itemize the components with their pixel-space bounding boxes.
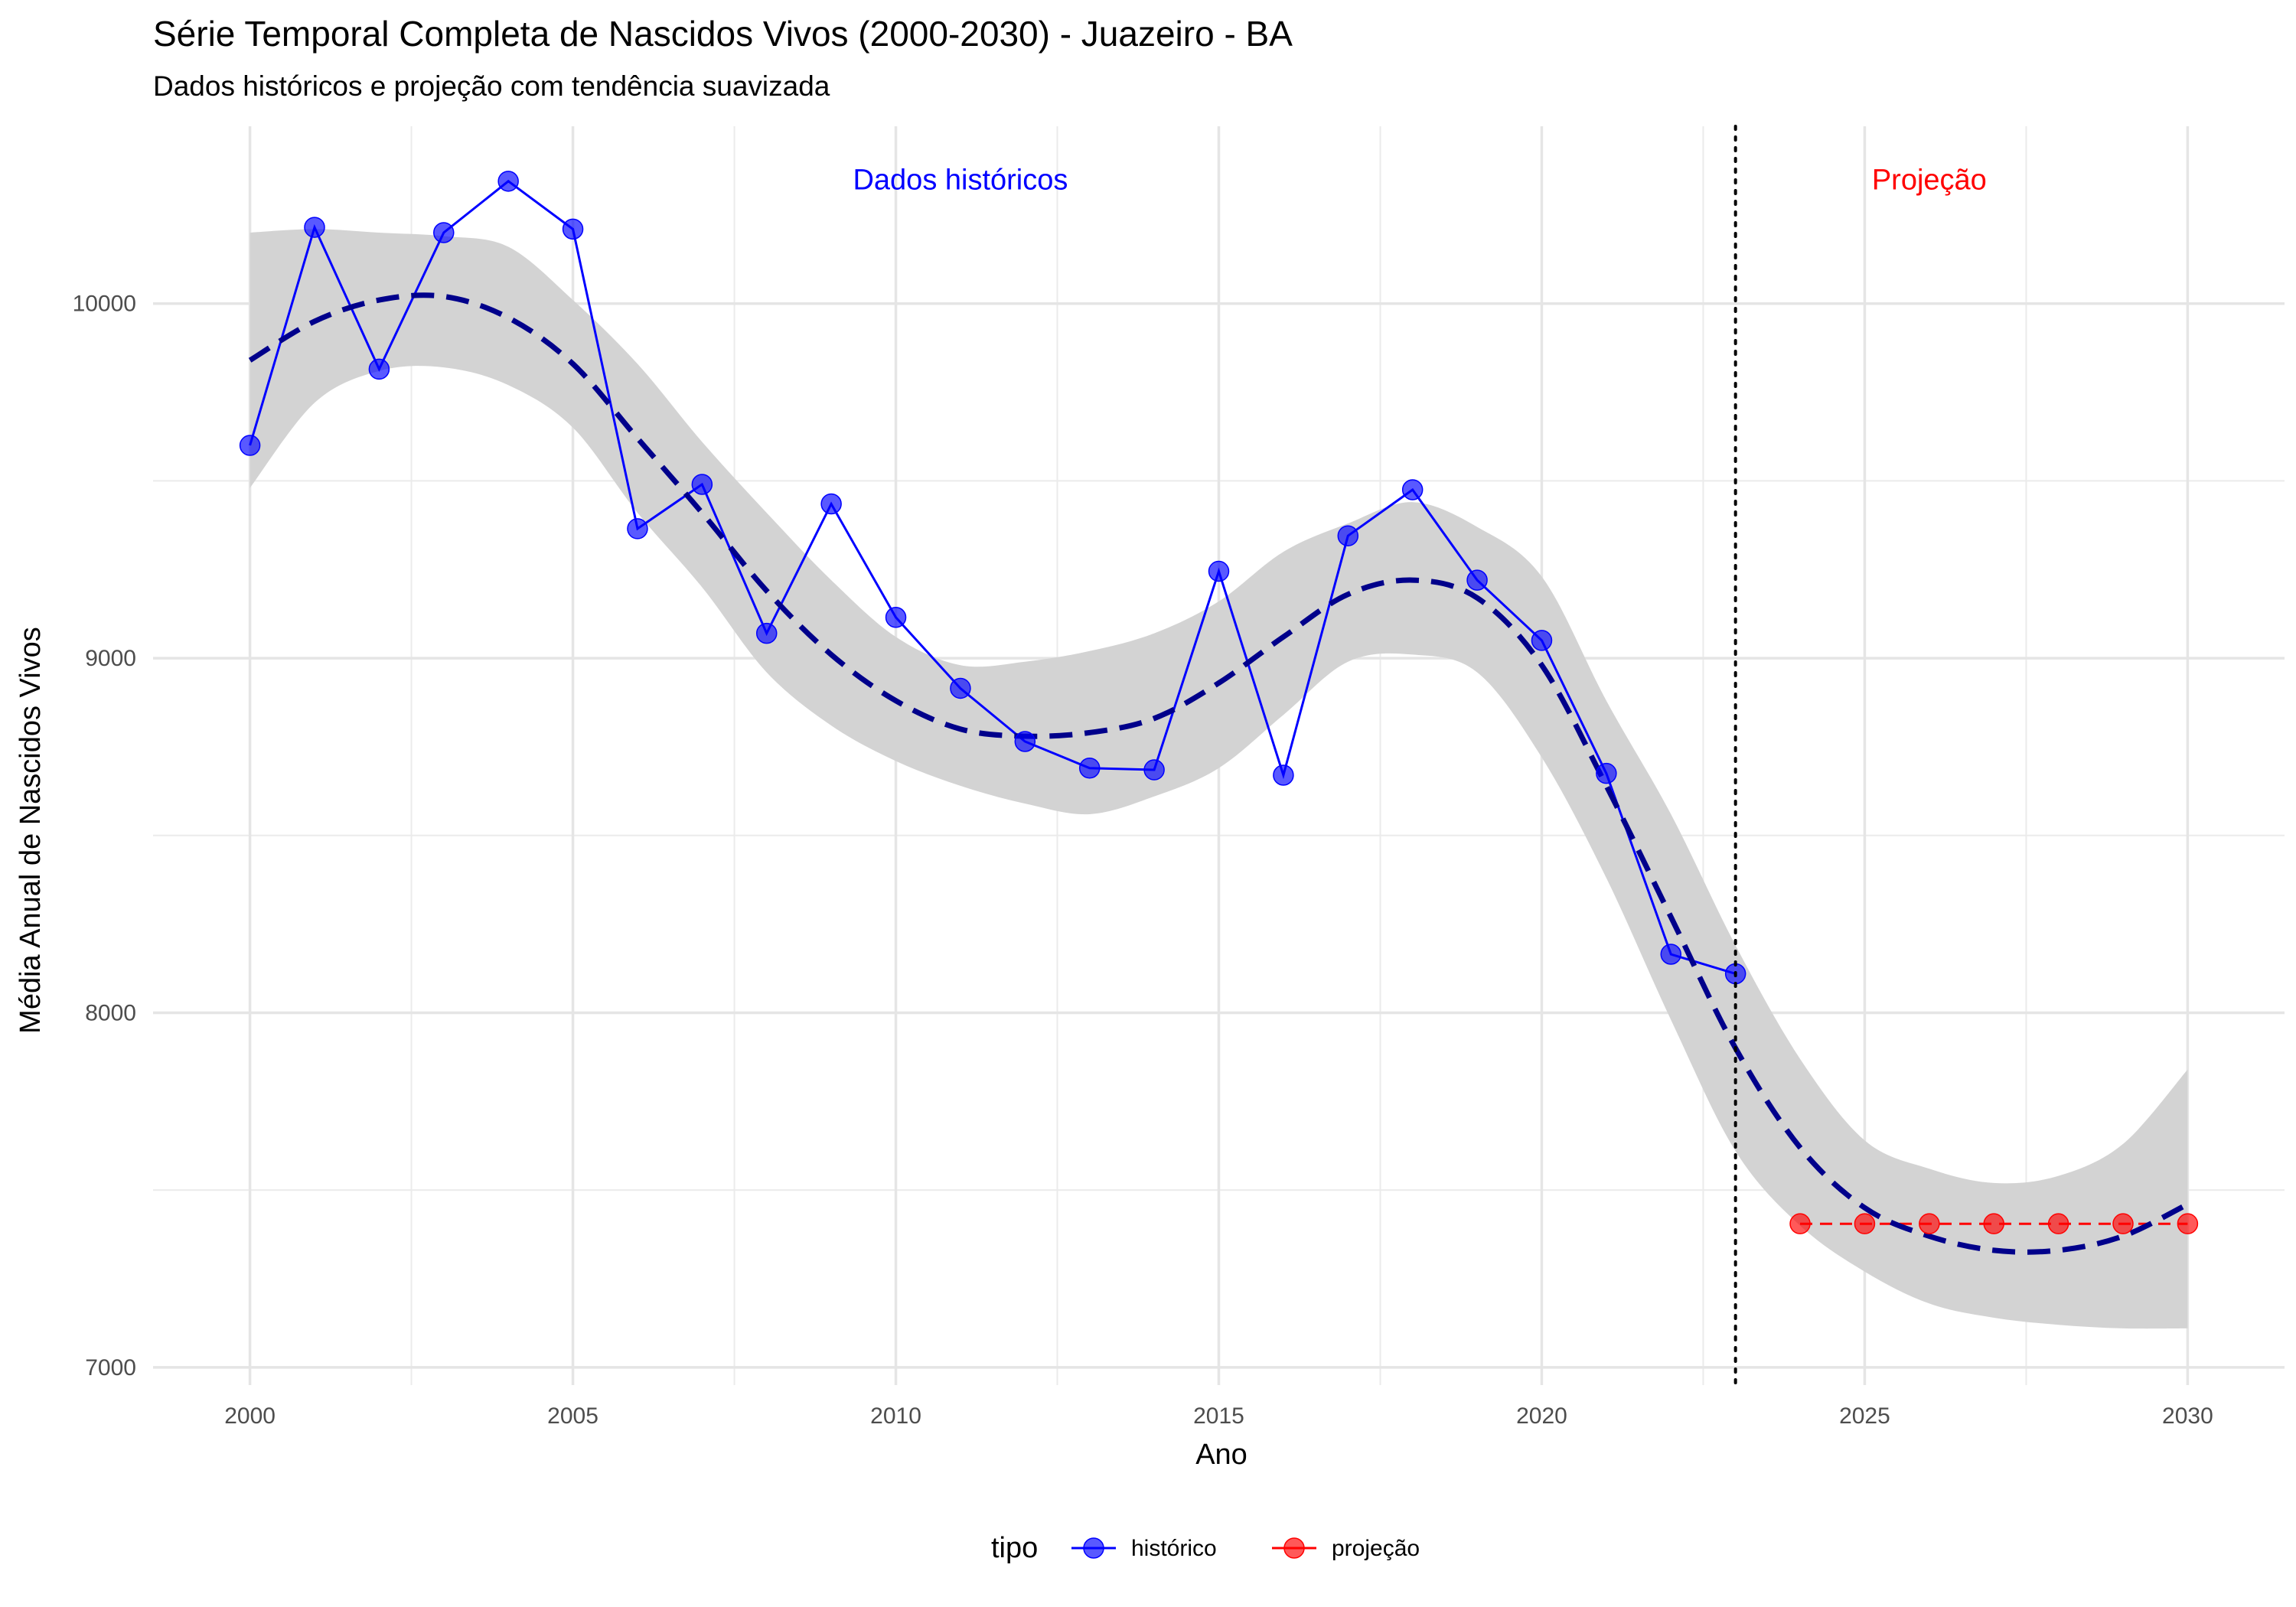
data-point-historico (304, 217, 325, 238)
legend-key-point (1283, 1537, 1305, 1559)
y-axis-title: Média Anual de Nascidos Vivos (15, 627, 47, 1034)
x-tick-label: 2000 (224, 1403, 276, 1429)
data-point-projecao (2047, 1213, 2069, 1234)
data-point-historico (1014, 731, 1036, 752)
data-point-historico (1660, 944, 1682, 965)
confidence-band (249, 229, 2188, 1329)
legend: tipo histórico projeção (991, 1532, 1420, 1564)
x-tick-label: 2025 (1839, 1403, 1890, 1429)
y-tick-label: 10000 (73, 292, 136, 317)
axis-labels-layer: 2000 2005 2010 2015 2020 2025 2030 7000 8000 9000… (73, 292, 2213, 1429)
x-tick-label: 2010 (870, 1403, 921, 1429)
legend-label: projeção (1332, 1536, 1420, 1561)
data-point-historico (691, 474, 713, 495)
confidence-band-layer (249, 229, 2188, 1329)
annotations-layer: Dados históricos Projeção (853, 125, 1987, 1387)
data-point-projecao (1789, 1213, 1811, 1234)
series-line-historico (249, 179, 1737, 975)
data-point-historico (1273, 764, 1294, 786)
data-point-historico (1596, 762, 1617, 784)
legend-entry-historico: histórico (1071, 1536, 1217, 1561)
chart-subtitle: Dados históricos e projeção com tendênci… (153, 70, 830, 102)
legend-entry-projecao: projeção (1272, 1536, 1420, 1561)
annotation-1: Projeção (1872, 165, 1987, 197)
data-point-historico (239, 435, 261, 456)
points-layer (239, 171, 2199, 1234)
y-tick-label: 8000 (85, 1000, 136, 1025)
y-tick-label: 7000 (85, 1355, 136, 1380)
data-point-projecao (2177, 1213, 2199, 1234)
data-point-historico (1531, 630, 1553, 651)
data-point-historico (1401, 479, 1424, 500)
legend-title: tipo (991, 1532, 1038, 1564)
data-point-projecao (1919, 1213, 1940, 1234)
data-point-historico (627, 518, 648, 539)
data-point-historico (497, 171, 519, 192)
data-point-projecao (1983, 1213, 2004, 1234)
data-point-historico (368, 358, 390, 380)
data-point-historico (950, 677, 971, 699)
trend-line (248, 292, 2189, 1255)
data-point-historico (1078, 757, 1101, 779)
y-tick-label: 9000 (85, 646, 136, 671)
x-tick-label: 2030 (2162, 1403, 2213, 1429)
data-point-historico (1337, 525, 1359, 546)
x-tick-label: 2015 (1193, 1403, 1244, 1429)
data-point-historico (433, 222, 455, 243)
data-point-historico (1143, 759, 1165, 781)
data-point-historico (755, 622, 778, 644)
legend-key-point (1083, 1537, 1104, 1559)
data-point-projecao (1854, 1213, 1876, 1234)
data-point-historico (1466, 569, 1488, 591)
data-point-projecao (2112, 1213, 2134, 1234)
x-tick-label: 2005 (547, 1403, 598, 1429)
data-point-historico (562, 218, 584, 240)
trend-layer (248, 292, 2189, 1255)
legend-label: histórico (1131, 1536, 1217, 1561)
data-point-historico (820, 493, 842, 515)
data-point-historico (1208, 560, 1230, 582)
annotation-0: Dados históricos (853, 165, 1068, 197)
data-point-historico (885, 607, 907, 628)
chart-title: Série Temporal Completa de Nascidos Vivo… (153, 14, 1293, 54)
x-axis-title: Ano (1195, 1439, 1247, 1471)
x-tick-label: 2020 (1516, 1403, 1567, 1429)
